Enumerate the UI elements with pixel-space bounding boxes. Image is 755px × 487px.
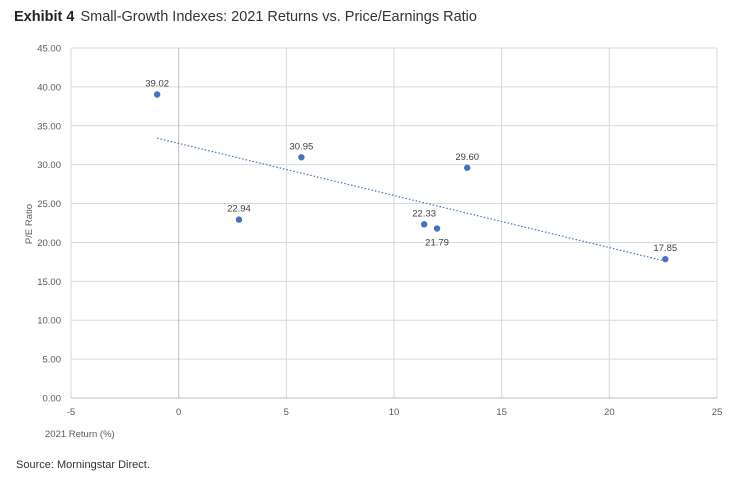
exhibit-label: Exhibit 4 — [14, 9, 75, 25]
data-label: 29.60 — [455, 152, 479, 163]
x-tick-label: 25 — [712, 407, 723, 418]
y-tick-label: 25.00 — [37, 199, 61, 210]
y-axis-label: P/E Ratio — [24, 204, 35, 244]
y-tick-label: 40.00 — [37, 82, 61, 93]
x-tick-label: 0 — [176, 407, 181, 418]
x-tick-label: 5 — [284, 407, 289, 418]
y-tick-label: 5.00 — [43, 355, 62, 366]
data-point — [662, 255, 669, 263]
x-axis-label: 2021 Return (%) — [45, 429, 115, 440]
y-tick-label: 15.00 — [37, 277, 61, 288]
y-tick-label: 10.00 — [37, 316, 61, 327]
data-point — [464, 164, 471, 171]
data-point — [298, 154, 305, 161]
data-label-layer: 39.02 22.94 30.95 22.33 21.79 29.60 17.85 — [145, 79, 677, 255]
data-label: 22.94 — [227, 204, 251, 215]
chart-title: Exhibit 4 Small-Growth Indexes: 2021 Retu… — [14, 9, 477, 25]
data-label: 21.79 — [425, 238, 449, 249]
source-note: Source: Morningstar Direct. — [16, 459, 150, 471]
chart-subtitle: Small-Growth Indexes: 2021 Returns vs. P… — [80, 9, 477, 25]
x-tick-label: 20 — [604, 407, 615, 418]
x-tick-label: 15 — [496, 407, 507, 418]
y-tick-label: 0.00 — [43, 394, 62, 405]
y-tick-label: 20.00 — [37, 238, 61, 249]
x-tick-label: 10 — [389, 407, 400, 418]
y-tick-label: 35.00 — [37, 121, 61, 132]
data-point — [153, 91, 161, 98]
y-tick-label: 30.00 — [37, 160, 61, 171]
data-point — [235, 216, 243, 223]
data-label: 30.95 — [290, 141, 314, 152]
data-label: 17.85 — [653, 243, 677, 254]
data-label: 39.02 — [145, 79, 169, 90]
grid-layer — [70, 47, 718, 398]
axis-layer: 0.00 5.00 10.00 15.00 20.00 25.00 30.00 35.00 40… — [37, 44, 722, 419]
y-tick-label: 45.00 — [37, 44, 61, 55]
data-label: 22.33 — [412, 208, 436, 219]
point-layer — [153, 91, 669, 263]
data-point — [420, 221, 428, 228]
data-point — [433, 225, 441, 232]
x-tick-label: -5 — [67, 407, 75, 418]
